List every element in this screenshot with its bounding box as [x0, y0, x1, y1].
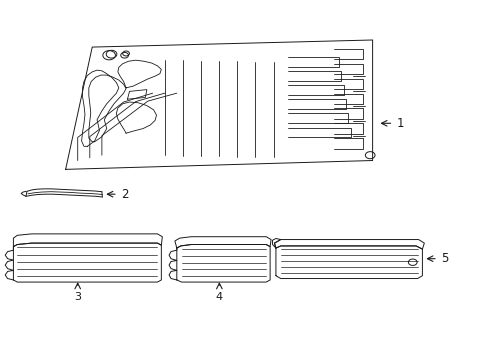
Text: 2: 2	[121, 188, 128, 201]
Text: 4: 4	[215, 292, 223, 302]
Text: 5: 5	[440, 252, 447, 265]
Text: 1: 1	[396, 117, 404, 130]
Text: 3: 3	[74, 292, 81, 302]
